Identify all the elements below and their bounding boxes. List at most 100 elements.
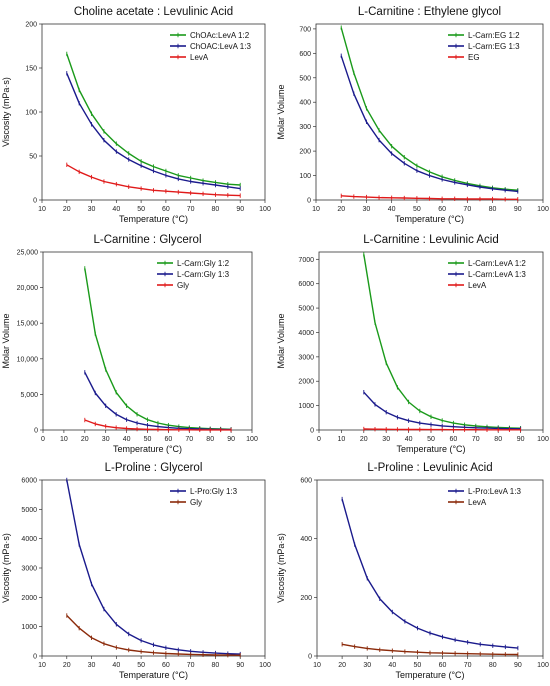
y-tick-label: 25,000 [17,250,39,257]
legend-label: LevA [468,498,487,507]
legend-label: LevA [190,53,209,62]
y-tick-label: 0 [310,428,314,435]
plot-frame [316,479,544,657]
x-tick-label: 20 [337,206,345,213]
x-tick-label: 70 [463,206,471,213]
y-tick-label: 0 [33,198,37,205]
legend-label: L-Carn:Gly 1:3 [177,270,230,279]
x-tick-label: 10 [312,206,320,213]
chart-panel-6: L-Proline : Levulinic Acid 10 20 30 40 50 60 70… [275,456,550,684]
x-tick-label: 70 [472,436,480,443]
x-tick-label: 0 [317,436,321,443]
x-tick-label: 10 [313,662,321,669]
legend-label: L-Carn:LevA 1:2 [468,259,526,268]
y-tick-label: 0 [308,654,312,661]
legend-label: L-Carn:EG 1:3 [468,42,520,51]
chart-title: L-Proline : Glycerol [105,462,203,474]
y-tick-label: 400 [299,100,311,107]
legend-label: Gly [177,281,189,290]
y-tick-label: 20,000 [17,285,39,292]
x-tick-label: 0 [41,436,45,443]
x-tick-label: 30 [363,662,371,669]
x-tick-label: 20 [81,436,89,443]
x-tick-label: 40 [112,206,120,213]
legend-label: LevA [468,281,487,290]
x-tick-label: 30 [363,206,371,213]
series-line [363,254,521,429]
x-tick-label: 100 [537,662,549,669]
x-tick-label: 60 [438,206,446,213]
x-tick-label: 40 [123,436,131,443]
y-tick-label: 7000 [298,257,314,264]
x-tick-label: 30 [382,436,390,443]
x-tick-label: 50 [413,206,421,213]
y-axis-label: Viscosity (mPa·s) [276,533,286,603]
y-tick-label: 200 [300,595,312,602]
y-tick-label: 4000 [298,330,314,337]
x-tick-label: 50 [137,206,145,213]
y-tick-label: 1000 [298,403,314,410]
y-tick-label: 500 [299,75,311,82]
x-tick-label: 20 [63,206,71,213]
x-tick-label: 60 [162,662,170,669]
x-axis-label: Temperature (°C) [396,444,465,454]
chart-title: Choline acetate : Levulinic Acid [74,6,233,18]
chart-panel-1: Choline acetate : Levulinic Acid 10 20 30 40… [0,0,275,228]
x-tick-label: 100 [259,206,271,213]
y-tick-label: 3000 [298,354,314,361]
y-tick-label: 3000 [21,566,37,573]
x-axis-label: Temperature (°C) [119,214,188,224]
x-tick-label: 40 [388,206,396,213]
x-tick-label: 10 [38,662,46,669]
y-tick-label: 600 [300,478,312,485]
x-tick-label: 80 [489,206,497,213]
x-tick-label: 50 [427,436,435,443]
y-tick-label: 5000 [298,306,314,313]
x-tick-label: 80 [212,206,220,213]
y-tick-label: 5000 [21,507,37,514]
x-tick-label: 30 [102,436,110,443]
x-tick-label: 60 [450,436,458,443]
series-line [66,479,241,655]
chart-title: L-Proline : Levulinic Acid [367,462,492,474]
x-tick-label: 20 [360,436,368,443]
x-tick-label: 40 [405,436,413,443]
x-tick-label: 20 [338,662,346,669]
x-tick-label: 70 [464,662,472,669]
chart-svg: L-Proline : Levulinic Acid 10 20 30 40 50 60 70… [276,462,549,680]
x-tick-label: 70 [187,206,195,213]
y-tick-label: 150 [25,66,37,73]
y-axis-label: Molar Volume [1,313,11,368]
plot-frame [41,479,266,657]
chart-title: L-Carnitine : Ethylene glycol [358,6,501,18]
x-tick-label: 70 [187,662,195,669]
x-tick-label: 80 [206,436,214,443]
x-tick-label: 30 [88,206,96,213]
x-tick-label: 10 [60,436,68,443]
x-tick-label: 40 [112,662,120,669]
x-tick-label: 90 [227,436,235,443]
x-tick-label: 90 [517,436,525,443]
chart-title: L-Carnitine : Levulinic Acid [363,234,499,246]
x-tick-label: 90 [236,206,244,213]
chart-svg: L-Carnitine : Levulinic Acid 0 10 20 30 40 50 6… [276,234,549,454]
y-tick-label: 600 [299,51,311,58]
y-tick-label: 15,000 [17,321,39,328]
x-axis-label: Temperature (°C) [395,670,464,680]
y-tick-label: 100 [299,173,311,180]
series-line [340,27,518,191]
y-axis-label: Molar Volume [276,313,286,368]
chart-panel-2: L-Carnitine : Ethylene glycol 10 20 30 40 50 6… [275,0,550,228]
y-tick-label: 200 [25,22,37,29]
series-line [84,268,232,430]
y-tick-label: 2000 [298,379,314,386]
x-axis-label: Temperature (°C) [119,670,188,680]
chart-svg: L-Carnitine : Ethylene glycol 10 20 30 40 50 6… [276,6,549,224]
series-line [363,391,521,430]
x-tick-label: 60 [162,206,170,213]
y-tick-label: 6000 [298,281,314,288]
x-tick-label: 70 [185,436,193,443]
chart-panel-3: L-Carnitine : Glycerol 0 10 20 30 40 50 60 70 80 9… [0,228,275,456]
legend-label: L-Carn:Gly 1:2 [177,259,230,268]
